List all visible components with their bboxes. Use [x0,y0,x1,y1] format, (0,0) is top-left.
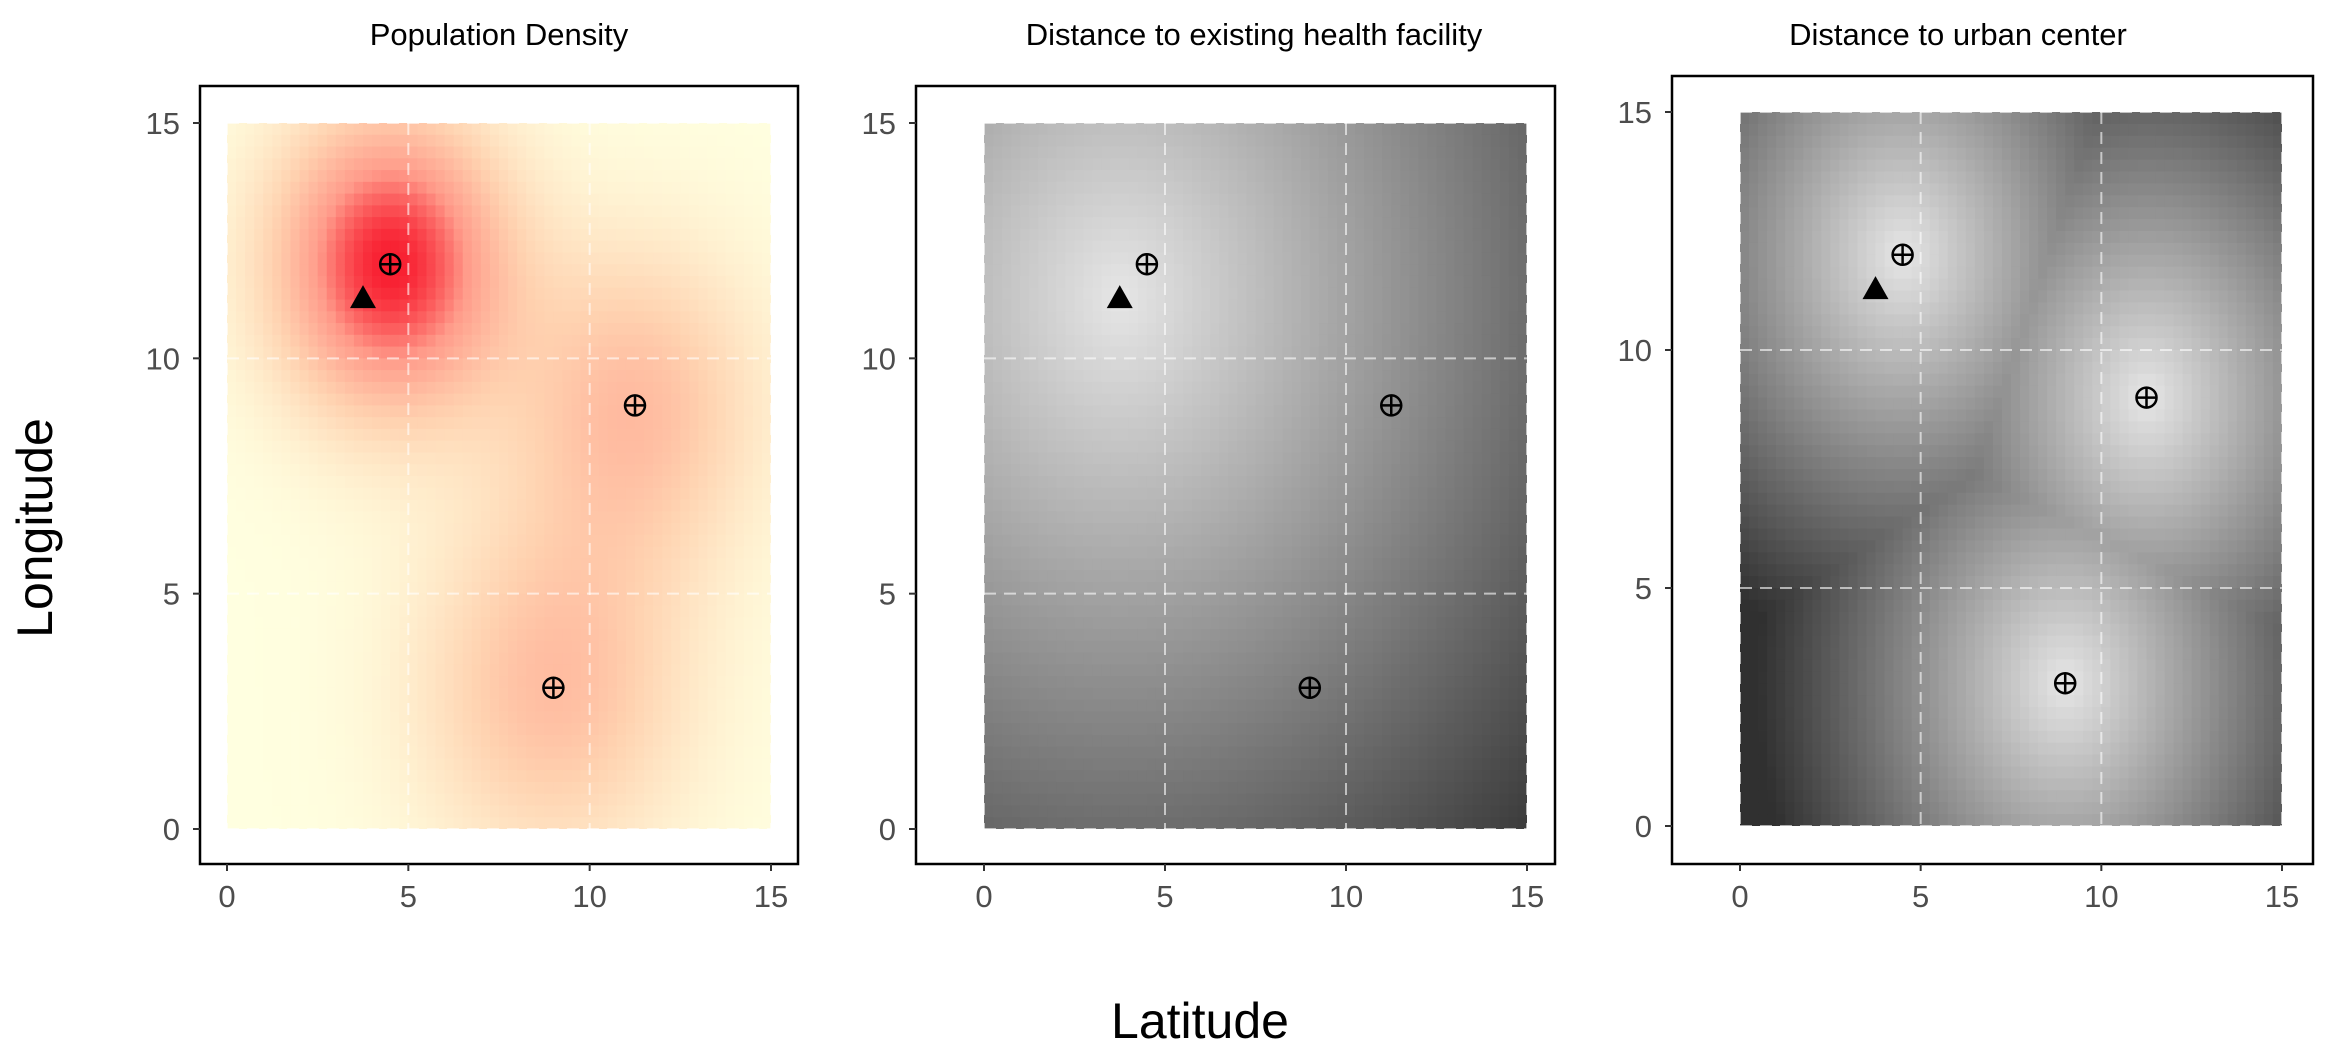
y-tick-label: 0 [1635,809,1652,844]
panel-title: Distance to existing health facility [1026,17,1483,52]
panel-frame [1670,74,2315,866]
y-tick-label: 15 [862,106,896,141]
y-tick-label: 0 [163,812,180,847]
circle-plus-icon [2053,671,2077,695]
y-tick-label: 5 [1635,571,1652,606]
panel-title: Distance to urban center [1789,17,2127,52]
circle-plus-icon [542,676,565,700]
panel-1: Population Density 0 5 10 15 0 5 10 15 [146,17,800,914]
x-tick-label: 15 [1510,879,1544,914]
y-tick-label: 5 [163,577,180,612]
y-axis-title: Longitude [7,418,63,638]
x-tick-label: 15 [2265,879,2299,914]
circle-plus-icon [1298,676,1322,700]
heatmap-surface [227,123,771,829]
panel-title: Population Density [370,17,629,52]
y-tick-label: 15 [146,106,180,141]
x-tick-label: 0 [218,879,235,914]
x-axis-title: Latitude [1111,993,1289,1049]
x-tick-label: 15 [754,879,788,914]
y-tick-label: 0 [879,812,896,847]
circle-plus-icon [1135,252,1159,276]
x-tick-label: 10 [572,879,606,914]
panel-2: Distance to existing health facility 0 5 10… [862,17,1557,914]
panel-3: Distance to urban center 0 5 10 15 0 5 10 15 [1618,17,2315,914]
x-tick-label: 5 [1912,879,1929,914]
y-tick-label: 10 [862,341,896,376]
heatmap-surface [984,123,1527,829]
circle-plus-icon [1380,394,1403,417]
panel-frame [914,84,1557,866]
y-tick-label: 10 [146,341,180,376]
x-tick-label: 10 [1329,879,1363,914]
y-tick-label: 5 [879,577,896,612]
x-tick-label: 0 [1731,879,1748,914]
filled-triangle-icon [350,285,376,309]
circle-plus-icon [623,394,647,417]
heatmap-surface [1740,112,2282,826]
filled-triangle-icon [1106,285,1133,309]
x-tick-label: 0 [975,879,992,914]
x-tick-label: 5 [1156,879,1173,914]
x-tick-label: 10 [2084,879,2118,914]
panel-frame [198,84,800,866]
y-tick-label: 10 [1618,333,1652,368]
circle-plus-icon [1891,243,1914,267]
x-tick-label: 5 [400,879,417,914]
y-tick-label: 15 [1618,95,1652,130]
circle-plus-icon [378,252,402,276]
filled-triangle-icon [1862,276,1889,300]
circle-plus-icon [2135,386,2158,409]
